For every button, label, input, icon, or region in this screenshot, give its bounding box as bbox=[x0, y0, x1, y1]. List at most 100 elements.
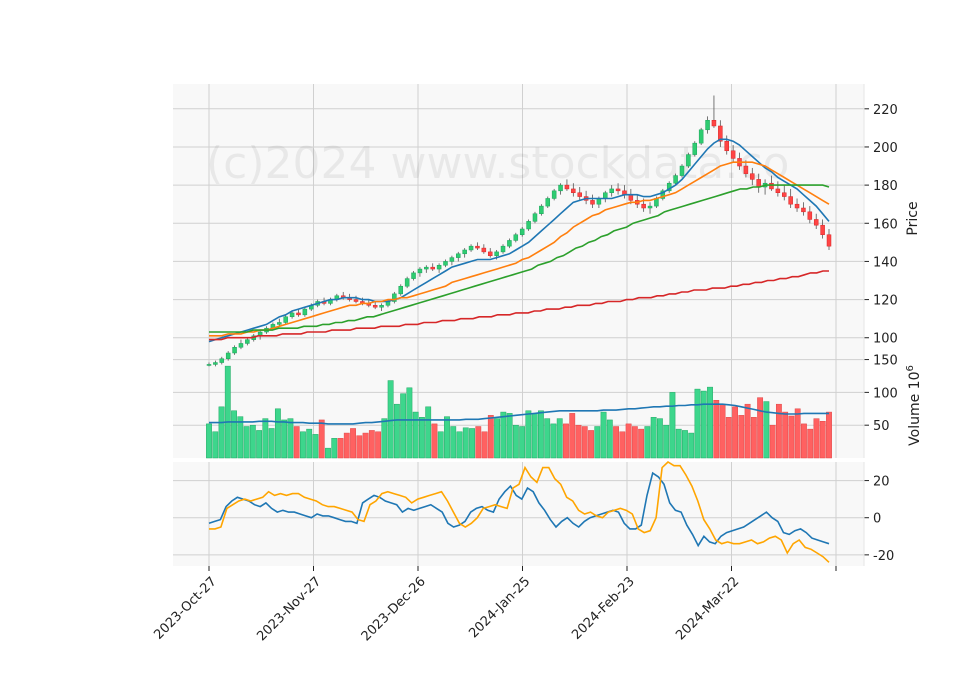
volume-bar bbox=[274, 408, 281, 459]
volume-bar bbox=[350, 428, 356, 459]
volume-bar bbox=[419, 417, 425, 459]
volume-bar bbox=[669, 392, 676, 459]
candle-body bbox=[404, 278, 410, 287]
volume-bar bbox=[300, 431, 306, 459]
candle-body bbox=[673, 175, 678, 184]
candle-body bbox=[750, 173, 755, 180]
indicator-tick-label: 0 bbox=[873, 512, 881, 527]
indicator-line-1 bbox=[208, 471, 830, 548]
candle-body bbox=[730, 150, 736, 159]
candle-body bbox=[571, 188, 576, 193]
price-tick-label: 100 bbox=[873, 332, 898, 347]
candle-body bbox=[590, 200, 595, 205]
volume-bar bbox=[788, 415, 795, 459]
volume-bar bbox=[337, 438, 344, 459]
sma-line-sma50 bbox=[209, 184, 830, 333]
volume-bar bbox=[732, 406, 738, 459]
candle-body bbox=[558, 184, 563, 192]
candle-body bbox=[245, 339, 250, 344]
volume-bar bbox=[519, 426, 526, 459]
x-tick-label: 2023-Nov-27 bbox=[254, 574, 324, 644]
candle-body bbox=[513, 234, 519, 241]
volume-bar bbox=[481, 431, 488, 459]
indicator-tick-label: -20 bbox=[873, 549, 894, 564]
volume-bar bbox=[782, 411, 789, 459]
candle-body bbox=[462, 249, 467, 255]
volume-bar bbox=[318, 419, 325, 459]
volume-bar bbox=[487, 415, 494, 459]
volume-tick-label: 100 bbox=[873, 386, 898, 401]
volume-bar bbox=[569, 413, 576, 459]
candle-body bbox=[443, 261, 448, 266]
candle-body bbox=[289, 312, 295, 318]
volume-bar bbox=[462, 427, 469, 459]
volume-bar bbox=[826, 411, 832, 459]
volume-bar bbox=[556, 418, 563, 459]
x-tick-label: 2023-Oct-27 bbox=[151, 574, 219, 642]
candle-body bbox=[232, 347, 237, 354]
candle-body bbox=[296, 312, 301, 316]
volume-label-exponent: 6 bbox=[905, 365, 916, 371]
volume-bar bbox=[763, 401, 770, 459]
candle-body bbox=[424, 266, 429, 270]
volume-bar bbox=[719, 403, 726, 459]
volume-bar bbox=[281, 419, 288, 459]
volume-bar bbox=[606, 419, 613, 459]
price-tick-label: 140 bbox=[873, 255, 898, 270]
volume-tick-label: 50 bbox=[873, 419, 890, 434]
candle-body bbox=[603, 192, 608, 199]
price-panel-bg bbox=[173, 84, 864, 353]
indicator-panel-bg bbox=[173, 462, 864, 566]
candle-body bbox=[430, 266, 435, 270]
candle-body bbox=[692, 142, 698, 155]
candle-body bbox=[449, 257, 455, 262]
candle-body bbox=[532, 213, 538, 222]
candle-body bbox=[660, 190, 666, 199]
volume-bar bbox=[801, 423, 807, 459]
candle-body bbox=[213, 362, 218, 365]
candle-body bbox=[206, 364, 212, 366]
volume-bar bbox=[268, 428, 275, 459]
volume-label-text: Volume 10 bbox=[907, 372, 923, 446]
candle-body bbox=[481, 247, 487, 253]
volume-bar bbox=[713, 400, 720, 459]
volume-bar bbox=[588, 430, 594, 459]
volume-bar bbox=[475, 426, 482, 459]
candle-body bbox=[475, 245, 480, 249]
volume-bar bbox=[325, 447, 331, 459]
volume-bar bbox=[819, 421, 826, 459]
candle-body bbox=[545, 198, 551, 207]
volume-bar bbox=[406, 387, 413, 459]
candle-body bbox=[392, 293, 397, 302]
candle-body bbox=[500, 245, 506, 253]
candle-body bbox=[826, 234, 832, 247]
volume-bar bbox=[469, 428, 475, 459]
volume-bar bbox=[437, 431, 444, 459]
candle-body bbox=[769, 182, 774, 190]
x-tick-label: 2024-Mar-22 bbox=[673, 574, 742, 643]
volume-bar bbox=[525, 410, 532, 459]
volume-bar bbox=[738, 415, 745, 459]
price-tick-label: 120 bbox=[873, 294, 898, 309]
candle-body bbox=[724, 140, 729, 152]
x-tick-label: 2023-Dec-26 bbox=[359, 574, 429, 644]
candle-body bbox=[711, 119, 717, 127]
candle-body bbox=[302, 308, 308, 316]
volume-bar bbox=[625, 423, 632, 459]
volume-bar bbox=[575, 424, 582, 459]
candle-body bbox=[820, 224, 825, 235]
candle-body bbox=[219, 358, 225, 363]
volume-bar bbox=[613, 426, 619, 459]
candle-body bbox=[788, 196, 793, 205]
candle-body bbox=[283, 316, 288, 323]
volume-bar bbox=[425, 406, 432, 459]
volume-bar bbox=[725, 417, 732, 459]
candle-body bbox=[507, 240, 512, 247]
volume-bar bbox=[544, 418, 551, 459]
candle-body bbox=[743, 165, 749, 174]
volume-bar bbox=[212, 431, 219, 459]
volume-ma-line bbox=[209, 403, 829, 425]
volume-bar bbox=[794, 408, 801, 459]
